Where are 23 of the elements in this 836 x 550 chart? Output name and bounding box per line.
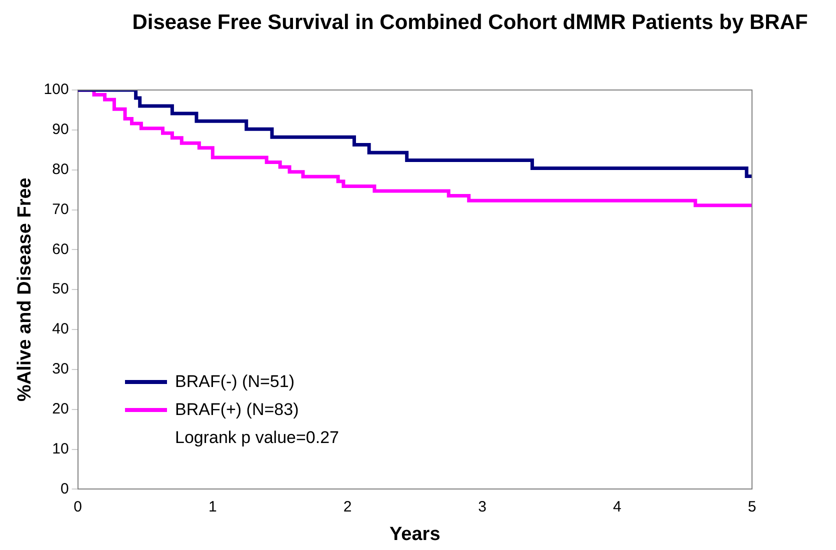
y-tick-label: 90 <box>52 121 69 138</box>
x-tick-label: 5 <box>748 498 756 516</box>
x-tick-label: 0 <box>74 498 82 516</box>
x-tick-label: 1 <box>208 498 217 516</box>
y-tick-label: 100 <box>44 81 69 98</box>
y-tick-label: 0 <box>60 480 69 498</box>
x-tick-label: 3 <box>478 498 487 516</box>
y-axis-title: %Alive and Disease Free <box>14 178 36 402</box>
legend-label: BRAF(-) (N=51) <box>175 372 294 392</box>
x-tick-label: 4 <box>612 498 622 516</box>
y-tick-label: 60 <box>52 240 69 258</box>
y-tick-label: 30 <box>52 360 69 378</box>
y-tick-label: 50 <box>52 280 69 298</box>
annotation: Logrank p value=0.27 <box>175 428 339 448</box>
y-tick-label: 10 <box>52 440 69 458</box>
x-axis-title: Years <box>390 524 440 545</box>
x-tick-label: 2 <box>343 498 352 516</box>
y-tick-label: 70 <box>52 200 69 218</box>
chart-title: Disease Free Survival in Combined Cohort dMMR Patients by BRAF <box>131 10 809 36</box>
y-tick-label: 40 <box>52 320 69 338</box>
legend-label: BRAF(+) (N=83) <box>175 400 299 420</box>
y-tick-label: 20 <box>52 400 69 418</box>
y-tick-label: 80 <box>52 160 69 178</box>
